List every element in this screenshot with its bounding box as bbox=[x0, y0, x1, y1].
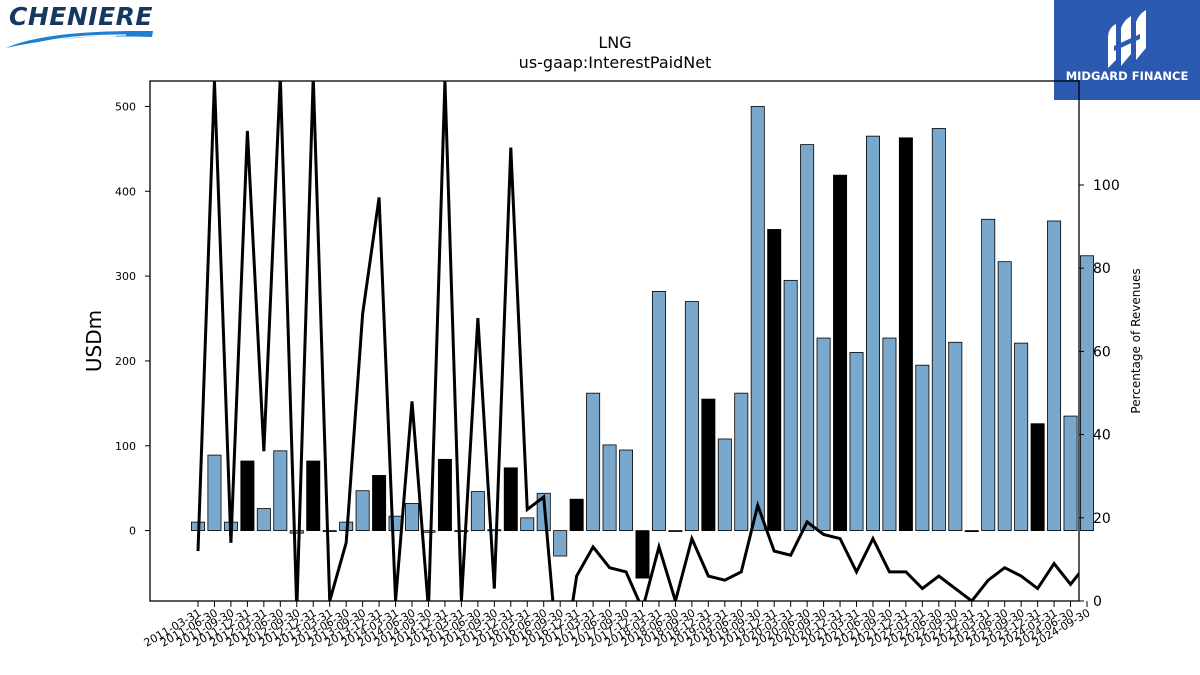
bar bbox=[1047, 220, 1062, 531]
series-line bbox=[196, 81, 1079, 601]
bar bbox=[898, 137, 913, 532]
bar bbox=[981, 218, 996, 531]
bar bbox=[800, 144, 815, 531]
bar bbox=[470, 491, 485, 531]
bar bbox=[1080, 255, 1094, 532]
bar bbox=[767, 229, 782, 531]
bar bbox=[668, 530, 683, 532]
bar bbox=[635, 530, 650, 579]
y2-tick-label: 0 bbox=[1093, 594, 1102, 610]
bar bbox=[866, 135, 880, 531]
bar bbox=[487, 529, 502, 532]
y-axis-label: USDm bbox=[82, 310, 106, 372]
bar bbox=[1030, 423, 1045, 531]
midgard-emblem-icon bbox=[1108, 10, 1146, 68]
bar bbox=[1063, 415, 1078, 531]
bar bbox=[717, 438, 732, 532]
bar bbox=[651, 290, 666, 532]
cheniere-logo-text: CHENIERE bbox=[9, 2, 153, 31]
bar bbox=[833, 174, 848, 531]
y2-axis-label: Percentage of Revenues bbox=[1129, 268, 1143, 413]
bar bbox=[586, 392, 601, 531]
midgard-finance-logo-text: MIDGARD FINANCE bbox=[1065, 69, 1189, 83]
bar bbox=[503, 467, 518, 531]
bar bbox=[421, 530, 436, 533]
bar bbox=[289, 530, 304, 534]
bar bbox=[602, 444, 617, 532]
bar bbox=[437, 458, 452, 531]
midgard-finance-logo: MIDGARD FINANCE bbox=[1054, 0, 1200, 100]
bar bbox=[701, 398, 716, 531]
y-tick-label: 300 bbox=[115, 270, 136, 283]
y2-tick-label: 100 bbox=[1093, 178, 1120, 194]
bar bbox=[816, 337, 831, 531]
line-group bbox=[196, 81, 1079, 601]
bar bbox=[915, 364, 930, 531]
bar bbox=[240, 460, 255, 531]
y-tick-label: 100 bbox=[115, 440, 136, 453]
bar bbox=[372, 475, 387, 531]
bar bbox=[734, 392, 749, 531]
bar bbox=[882, 337, 897, 531]
bar bbox=[322, 530, 337, 532]
axes-group: 01002003004005000204060801002011-03-3120… bbox=[115, 100, 1120, 649]
y2-tick-label: 80 bbox=[1093, 261, 1111, 277]
y-tick-label: 400 bbox=[115, 185, 136, 198]
bar bbox=[750, 106, 765, 531]
bar bbox=[256, 508, 271, 532]
bar bbox=[1014, 342, 1029, 531]
chart-subtitle: us-gaap:InterestPaidNet bbox=[519, 53, 712, 72]
bar bbox=[684, 301, 699, 531]
bar bbox=[619, 449, 634, 531]
y2-tick-label: 20 bbox=[1093, 511, 1111, 527]
bar bbox=[931, 128, 946, 531]
cheniere-logo: CHENIERE bbox=[6, 2, 156, 52]
bar bbox=[964, 530, 979, 532]
cheniere-swoosh-icon bbox=[6, 30, 153, 49]
plot-frame bbox=[149, 80, 1080, 602]
y-tick-label: 200 bbox=[115, 355, 136, 368]
y-tick-label: 0 bbox=[129, 525, 136, 538]
bar bbox=[207, 454, 222, 531]
bar bbox=[783, 279, 798, 531]
bar bbox=[520, 517, 535, 531]
y2-tick-label: 60 bbox=[1093, 344, 1111, 360]
chart-title: LNG bbox=[598, 33, 631, 52]
bar bbox=[849, 352, 864, 531]
bar bbox=[454, 530, 469, 532]
bar bbox=[355, 490, 370, 531]
bar bbox=[948, 341, 963, 531]
y2-tick-label: 40 bbox=[1093, 428, 1111, 444]
bar bbox=[273, 450, 288, 531]
bar bbox=[569, 498, 584, 531]
y-tick-label: 500 bbox=[115, 100, 136, 113]
bar bbox=[405, 503, 419, 532]
bar bbox=[306, 460, 321, 531]
bar bbox=[997, 261, 1012, 532]
bar bbox=[553, 530, 568, 557]
